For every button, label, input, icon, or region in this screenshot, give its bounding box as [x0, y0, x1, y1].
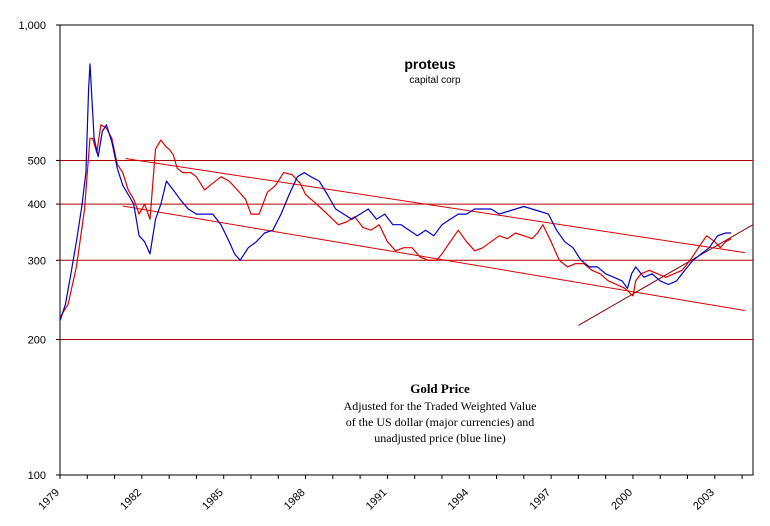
y-tick-label: 1,000: [18, 20, 46, 32]
y-axis: 100 200 300 400 500 1,000: [18, 20, 60, 482]
x-tick-label: 1985: [200, 487, 226, 513]
x-tick-label: 1982: [118, 487, 144, 513]
x-tick-label: 1979: [36, 487, 62, 513]
x-tick-label: 1988: [282, 487, 308, 513]
annotation-line-3: unadjusted price (blue line): [374, 431, 506, 445]
annotation-title: Gold Price: [410, 381, 470, 396]
annotation-line-1: Adjusted for the Traded Weighted Value: [344, 399, 537, 413]
x-tick-label: 2000: [609, 487, 635, 513]
y-tick-label: 200: [28, 335, 46, 347]
annotation-line-2: of the US dollar (major currencies) and: [346, 415, 535, 429]
trend-line-upper-channel: [125, 158, 745, 254]
brand-name: proteus: [404, 56, 456, 72]
x-tick-label: 2003: [691, 487, 717, 513]
trend-lines: [122, 158, 754, 326]
series-line-unadjusted: [59, 63, 732, 322]
brand-subtitle: capital corp: [409, 75, 461, 86]
x-axis: 1979 1982 1985 1988 1991 1994 1997 2000 2003: [36, 475, 743, 513]
x-tick-label: 1991: [364, 487, 390, 513]
y-tick-label: 100: [28, 470, 46, 482]
trend-line-support: [578, 224, 754, 326]
series-line-adjusted: [59, 124, 732, 318]
series-lines: [59, 63, 732, 322]
y-tick-label: 500: [28, 155, 46, 167]
gridlines: [60, 159, 753, 341]
x-tick-label: 1997: [527, 487, 553, 513]
trend-line-lower-channel: [122, 205, 745, 312]
plot-area-frame: [59, 24, 754, 476]
y-tick-label: 300: [28, 255, 46, 267]
x-tick-label: 1994: [446, 487, 472, 513]
y-tick-label: 400: [28, 199, 46, 211]
